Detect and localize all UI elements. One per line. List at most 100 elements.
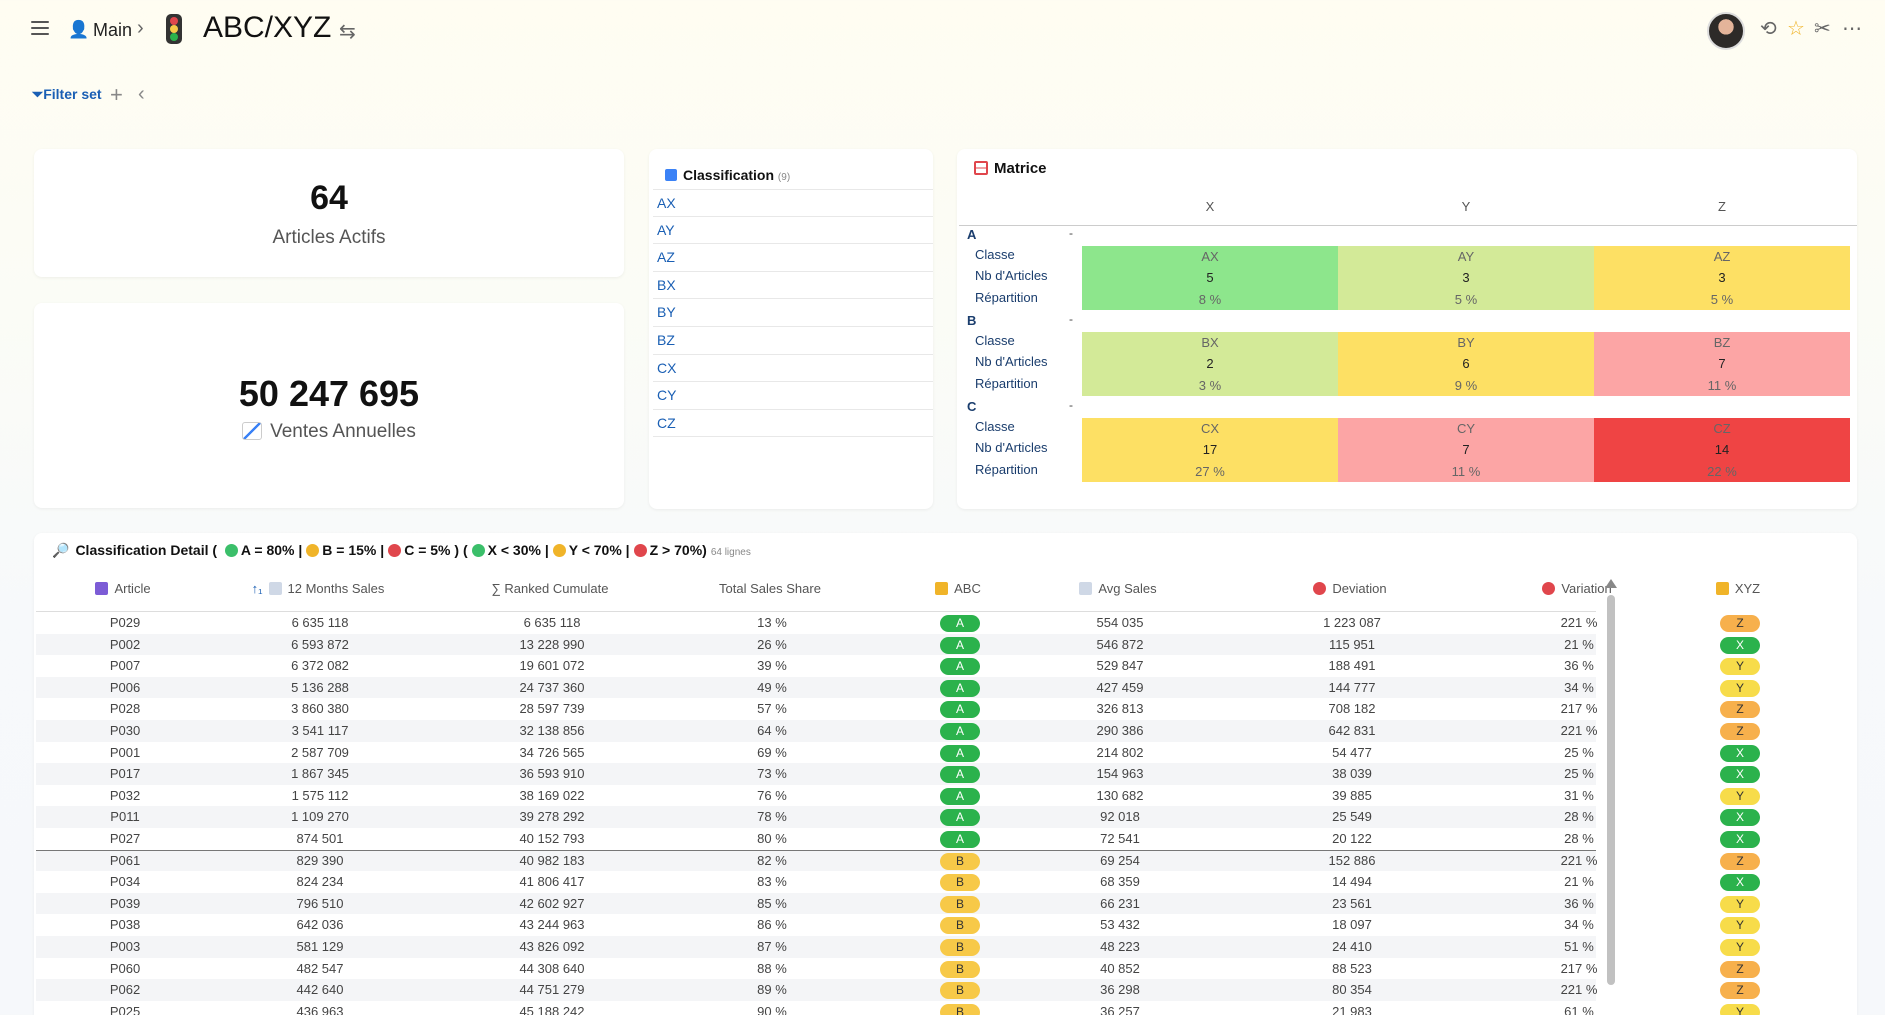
column-header-ranked-cumulate[interactable]: ∑ Ranked Cumulate	[440, 581, 660, 596]
matrix-cell-share: 9 %	[1454, 377, 1478, 393]
column-header-variation[interactable]: Variation	[1477, 581, 1677, 596]
table-row[interactable]: P011 1 109 270 39 278 292 78 % A 92 018 25 549…	[36, 806, 1760, 828]
matrix-title: Matrice	[974, 160, 1047, 177]
matrix-group-toggle[interactable]: -	[1069, 226, 1073, 240]
vertical-scrollbar[interactable]	[1605, 579, 1617, 985]
table-cell: 6 635 118	[523, 615, 581, 630]
star-icon[interactable]: ☆	[1787, 18, 1805, 40]
table-cell: 290 386	[1096, 723, 1144, 738]
classification-item-bx[interactable]: BX	[653, 272, 933, 300]
column-header-article[interactable]: Article	[34, 581, 213, 596]
table-row[interactable]: P007 6 372 082 19 601 072 39 % A 529 847 188 4…	[36, 655, 1760, 677]
matrix-cell-by[interactable]: BY 6 9 %	[1338, 332, 1594, 396]
table-row[interactable]: P061 829 390 40 982 183 82 % B 69 254 152 886 2…	[36, 849, 1760, 872]
table-cell: A	[905, 806, 1015, 828]
table-row[interactable]: P060 482 547 44 308 640 88 % B 40 852 88 523 21…	[36, 958, 1760, 980]
column-header-label: Article	[114, 581, 151, 596]
table-cell: Z	[1700, 850, 1780, 872]
tools-icon[interactable]: ✂	[1814, 18, 1831, 40]
matrix-cell-count: 17	[1202, 442, 1218, 458]
more-icon[interactable]: ⋯	[1842, 18, 1863, 40]
table-cell: 82 %	[757, 852, 787, 868]
row-count: 64 lignes	[710, 547, 751, 558]
table-row[interactable]: P039 796 510 42 602 927 85 % B 66 231 23 561 36…	[36, 892, 1760, 915]
table-row[interactable]: P003 581 129 43 826 092 87 % B 48 223 24 410 51…	[36, 936, 1760, 958]
matrix-cell-az[interactable]: AZ 3 5 %	[1594, 246, 1850, 310]
filter-set-button[interactable]: ⏷Filter set	[32, 86, 102, 103]
table-row[interactable]: P017 1 867 345 36 593 910 73 % A 154 963 38 03…	[36, 763, 1760, 785]
abc-badge: A	[940, 615, 980, 633]
column-header-xyz[interactable]: XYZ	[1698, 581, 1778, 596]
column-header-abc[interactable]: ABC	[903, 581, 1013, 596]
table-cell: 6 635 118	[291, 615, 349, 630]
xyz-badge: Z	[1720, 615, 1760, 633]
table-cell: 25 %	[1564, 766, 1594, 782]
matrix-col-z: Z	[1718, 199, 1726, 214]
table-cell: P027	[109, 831, 141, 846]
table-row[interactable]: P002 6 593 872 13 228 990 26 % A 546 872 115 9…	[36, 633, 1760, 656]
table-row[interactable]: P062 442 640 44 751 279 89 % B 36 298 80 354 22…	[36, 979, 1760, 1001]
classification-item-cy[interactable]: CY	[653, 382, 933, 410]
classification-item-cx[interactable]: CX	[653, 355, 933, 383]
table-cell: B	[905, 893, 1015, 915]
table-row[interactable]: P034 824 234 41 806 417 83 % B 68 359 14 494 21…	[36, 871, 1760, 893]
table-cell: 32 138 856	[519, 723, 585, 738]
xyz-badge: Z	[1720, 960, 1760, 978]
table-row[interactable]: P027 874 501 40 152 793 80 % A 72 541 20 122 28…	[36, 828, 1760, 850]
scrollbar-thumb[interactable]	[1607, 595, 1615, 985]
column-header-deviation[interactable]: Deviation	[1240, 581, 1460, 596]
matrix-cell-cz[interactable]: CZ 14 22 %	[1594, 418, 1850, 482]
table-row[interactable]: P028 3 860 380 28 597 739 57 % A 326 813 708 1…	[36, 698, 1760, 720]
matrix-cell-count: 2	[1206, 356, 1214, 372]
table-row[interactable]: P029 6 635 118 6 635 118 13 % A 554 035 1 223 …	[36, 612, 1760, 634]
table-cell: X	[1700, 763, 1780, 785]
hamburger-icon[interactable]	[31, 21, 49, 35]
add-filter-icon[interactable]: +	[110, 82, 123, 107]
table-cell: 18 097	[1332, 917, 1372, 933]
abc-badge: A	[940, 658, 980, 676]
table-row[interactable]: P032 1 575 112 38 169 022 76 % A 130 682 39 88…	[36, 785, 1760, 807]
table-row[interactable]: P038 642 036 43 244 963 86 % B 53 432 18 097 34…	[36, 914, 1760, 936]
avatar[interactable]	[1707, 12, 1745, 50]
matrix-cell-bz[interactable]: BZ 7 11 %	[1594, 332, 1850, 396]
matrix-cell-cx[interactable]: CX 17 27 %	[1082, 418, 1338, 482]
table-cell: 45 188 242	[519, 1003, 585, 1015]
table-row[interactable]: P001 2 587 709 34 726 565 69 % A 214 802 54 47…	[36, 742, 1760, 764]
matrix-cell-bx[interactable]: BX 2 3 %	[1082, 332, 1338, 396]
column-header-avg-sales[interactable]: Avg Sales	[1028, 581, 1208, 596]
table-cell: 42 602 927	[519, 895, 585, 911]
table-cell: 40 852	[1100, 960, 1140, 976]
scroll-up-arrow[interactable]	[1605, 579, 1617, 588]
column-header-label: 12 Months Sales	[287, 581, 385, 596]
matrix-cell-cy[interactable]: CY 7 11 %	[1338, 418, 1594, 482]
xyz-badge: X	[1720, 874, 1760, 892]
sort-ascending-icon[interactable]: ↑₁	[251, 581, 263, 596]
matrix-cell-ax[interactable]: AX 5 8 %	[1082, 246, 1338, 310]
classification-item-ax[interactable]: AX	[653, 189, 933, 217]
table-cell: 40 982 183	[519, 852, 585, 868]
table-cell: 581 129	[296, 939, 344, 954]
column-header-12-months-sales[interactable]: ↑₁ 12 Months Sales	[218, 581, 418, 596]
matrix-group-toggle[interactable]: -	[1069, 312, 1073, 326]
table-cell: 28 597 739	[519, 701, 585, 717]
table-row[interactable]: P006 5 136 288 24 737 360 49 % A 427 459 144 7…	[36, 676, 1760, 699]
breadcrumb-main[interactable]: Main	[93, 20, 133, 40]
matrix-group-toggle[interactable]: -	[1069, 398, 1073, 412]
classification-item-az[interactable]: AZ	[653, 244, 933, 272]
table-row[interactable]: P030 3 541 117 32 138 856 64 % A 290 386 642 8…	[36, 720, 1760, 742]
table-row[interactable]: P025 436 963 45 188 242 90 % B 36 257 21 983 61…	[36, 1001, 1760, 1015]
column-header-total-sales-share[interactable]: Total Sales Share	[670, 581, 870, 596]
column-header-label: Deviation	[1332, 581, 1387, 596]
swap-arrows-icon[interactable]: ⇆	[339, 21, 356, 43]
collapse-filters-icon[interactable]: ‹	[138, 83, 145, 105]
classification-item-bz[interactable]: BZ	[653, 327, 933, 355]
classification-item-by[interactable]: BY	[653, 299, 933, 327]
classification-item-cz[interactable]: CZ	[653, 410, 933, 438]
matrix-header-divider	[959, 225, 1857, 226]
classification-item-ay[interactable]: AY	[653, 217, 933, 245]
table-cell: 154 963	[1096, 766, 1144, 782]
history-icon[interactable]: ⟲	[1760, 18, 1777, 40]
table-cell: 34 %	[1564, 679, 1594, 695]
matrix-cell-ay[interactable]: AY 3 5 %	[1338, 246, 1594, 310]
matrix-cell-count: 5	[1206, 270, 1214, 286]
